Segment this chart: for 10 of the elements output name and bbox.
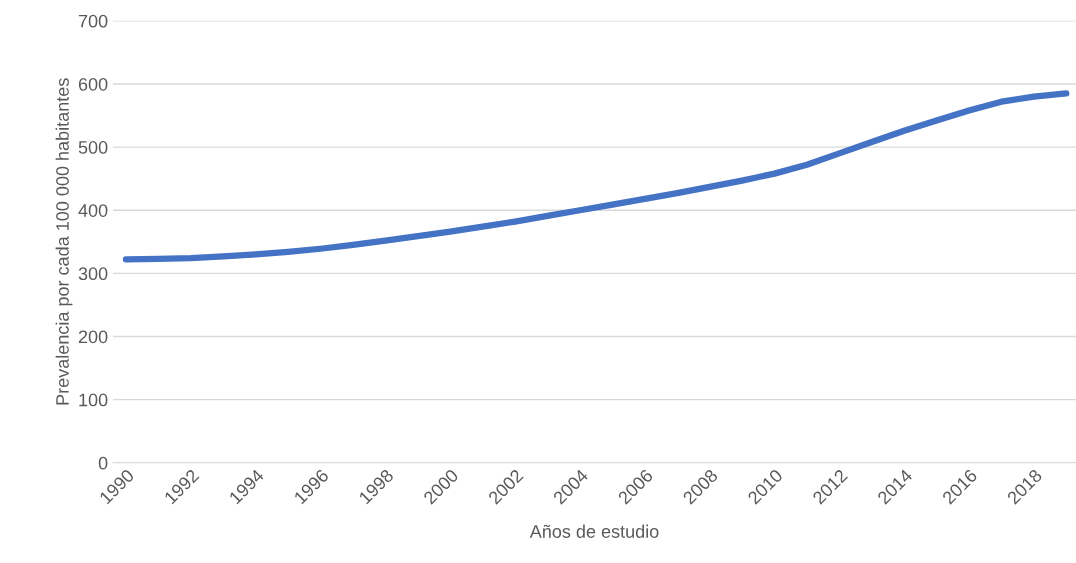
y-tick-label: 100	[79, 393, 108, 407]
y-axis-title: Prevalencia por cada 100 000 habitantes	[55, 78, 73, 405]
y-tick-label: 700	[78, 14, 108, 28]
y-tick-label: 400	[78, 204, 108, 217]
y-tick-label: 600	[78, 77, 108, 91]
x-axis-title: Años de estudio	[529, 524, 659, 538]
y-tick-label: 500	[78, 141, 108, 154]
y-tick-label: 0	[98, 456, 108, 470]
y-tick-label: 300	[78, 267, 108, 281]
y-tick-label: 200	[78, 330, 108, 344]
